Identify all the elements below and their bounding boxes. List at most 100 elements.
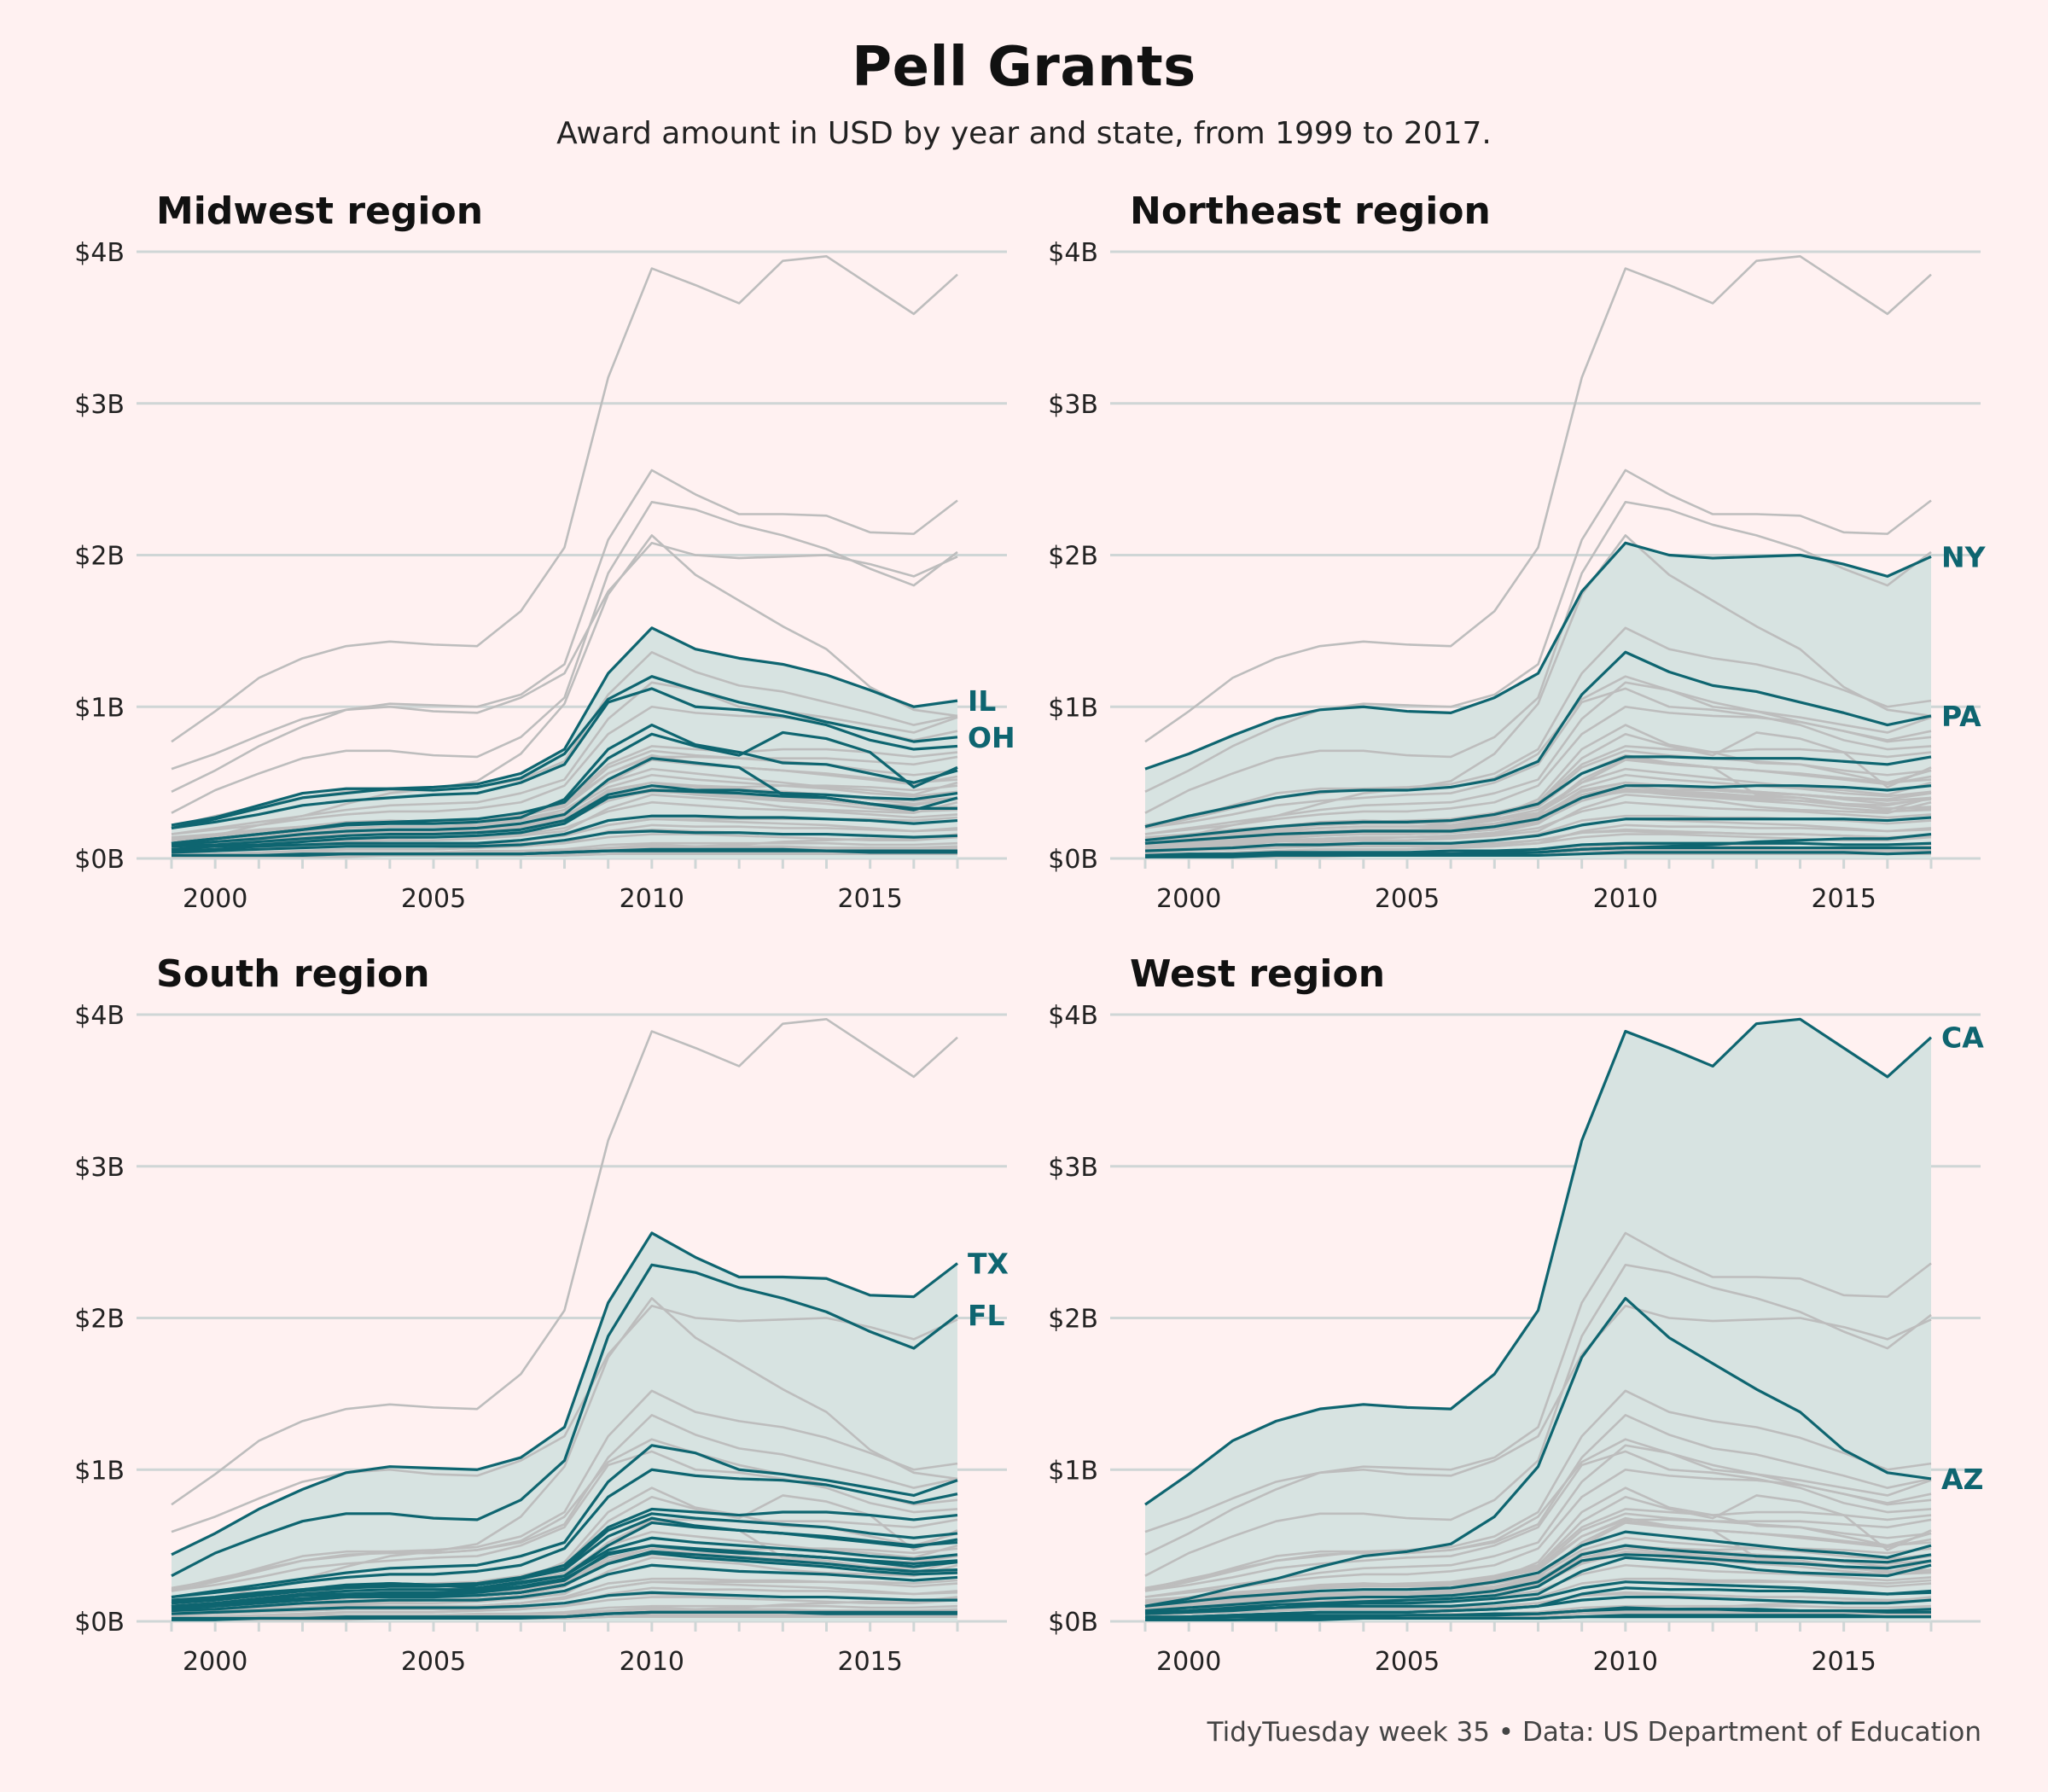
series-line-ks bbox=[171, 814, 958, 852]
y-tick-label: $0B bbox=[1048, 1608, 1098, 1638]
x-tick-label: 2010 bbox=[620, 884, 684, 914]
series-line-ok-background bbox=[1144, 788, 1932, 848]
series-line-in bbox=[171, 730, 958, 845]
series-line-in-background bbox=[1144, 1494, 1932, 1608]
chart-title: Pell Grants bbox=[852, 36, 1196, 99]
series-line-ar-background bbox=[1144, 1563, 1932, 1612]
series-line-fl-background bbox=[1144, 1263, 1932, 1577]
series-line-tx-background bbox=[171, 468, 958, 793]
chart-subtitle: Award amount in USD by year and state, f… bbox=[556, 116, 1492, 151]
panel-title: Northeast region bbox=[1130, 189, 1491, 233]
series-line-nc-background bbox=[1144, 1468, 1932, 1598]
series-line-il-background bbox=[1144, 1389, 1932, 1590]
series-line-ne bbox=[171, 829, 958, 854]
series-line-sc bbox=[171, 1536, 958, 1608]
x-tick-label: 2005 bbox=[401, 1647, 466, 1677]
series-label-fl: FL bbox=[968, 1299, 1005, 1332]
series-line-il-background bbox=[171, 1389, 958, 1590]
series-line-ca-background bbox=[1144, 255, 1932, 743]
series-line-vt bbox=[1145, 851, 1932, 858]
x-tick-label: 2000 bbox=[183, 884, 247, 914]
series-line-oh bbox=[171, 675, 958, 830]
x-tick-label: 2015 bbox=[1811, 884, 1876, 914]
y-tick-label: $1B bbox=[1048, 1456, 1098, 1486]
panel-title: Midwest region bbox=[156, 189, 483, 233]
y-tick-label: $1B bbox=[74, 1456, 125, 1486]
series-line-me bbox=[1144, 841, 1932, 858]
series-line-pa bbox=[1144, 650, 1932, 829]
series-line-ct bbox=[1144, 816, 1932, 852]
series-line-ma bbox=[1144, 784, 1932, 845]
series-line-nm-background bbox=[171, 1580, 958, 1615]
series-line-al bbox=[171, 1516, 958, 1603]
series-line-ar bbox=[171, 1563, 958, 1613]
series-line-ri bbox=[1145, 846, 1931, 858]
x-tick-label: 2015 bbox=[837, 1647, 902, 1677]
series-label-oh: OH bbox=[968, 721, 1015, 754]
series-line-tx-background bbox=[1144, 468, 1932, 793]
series-line-ia-background bbox=[171, 1551, 957, 1614]
series-line-mi-background bbox=[1144, 687, 1932, 829]
x-tick-label: 2015 bbox=[837, 884, 902, 914]
y-tick-label: $0B bbox=[74, 845, 125, 875]
x-tick-label: 2000 bbox=[1156, 1647, 1221, 1677]
series-line-ak-background bbox=[172, 852, 957, 858]
y-tick-label: $4B bbox=[1048, 238, 1098, 268]
series-line-wi bbox=[171, 784, 958, 848]
x-tick-label: 2010 bbox=[620, 1647, 684, 1677]
series-label-tx: TX bbox=[968, 1248, 1009, 1281]
y-tick-label: $4B bbox=[74, 1001, 125, 1031]
panel-title: West region bbox=[1130, 952, 1385, 996]
y-tick-label: $3B bbox=[74, 1153, 125, 1183]
chart-caption: TidyTuesday week 35 • Data: US Departmen… bbox=[1207, 1717, 1981, 1748]
series-line-ky bbox=[171, 1544, 958, 1608]
series-line-wa bbox=[1144, 1530, 1932, 1608]
y-tick-label: $2B bbox=[74, 1305, 125, 1335]
series-line-dc bbox=[172, 1610, 957, 1620]
series-line-ny bbox=[1144, 541, 1932, 771]
x-tick-label: 2010 bbox=[1593, 884, 1658, 914]
series-line-nc bbox=[171, 1468, 958, 1599]
series-line-ar-background bbox=[171, 800, 958, 849]
series-line-ca bbox=[1144, 1017, 1933, 1506]
series-line-tx-background bbox=[1144, 1231, 1932, 1556]
series-line-ga bbox=[171, 1444, 958, 1599]
series-line-ny-background bbox=[171, 541, 958, 771]
series-line-ia-background bbox=[1144, 788, 1931, 851]
series-label-az: AZ bbox=[1941, 1463, 1983, 1496]
series-line-mi-background bbox=[1144, 1450, 1932, 1592]
series-line-wv bbox=[171, 1591, 957, 1615]
series-line-al-background bbox=[1144, 1516, 1932, 1603]
series-line-tx bbox=[171, 1231, 958, 1556]
series-line-id-background bbox=[172, 1596, 958, 1618]
y-tick-label: $0B bbox=[74, 1608, 125, 1638]
x-tick-label: 2000 bbox=[1156, 884, 1221, 914]
x-tick-label: 2000 bbox=[183, 1647, 247, 1677]
series-line-ne-background bbox=[1144, 829, 1932, 854]
series-line-mt-background bbox=[171, 843, 957, 857]
region-band bbox=[172, 627, 957, 858]
panel-title: South region bbox=[156, 952, 430, 996]
panel-northeast: Northeast region $0B $1B $2B $3B $4B 2000 2005 2… bbox=[1048, 189, 1986, 914]
series-line-ak bbox=[1145, 1615, 1931, 1621]
x-tick-label: 2005 bbox=[1375, 884, 1440, 914]
series-line-ma-background bbox=[171, 1547, 958, 1608]
y-tick-label: $3B bbox=[1048, 390, 1098, 420]
x-tick-label: 2010 bbox=[1593, 1647, 1658, 1677]
y-tick-label: $1B bbox=[1048, 693, 1098, 723]
y-tick-label: $2B bbox=[74, 542, 125, 572]
series-line-ne-background bbox=[1144, 1592, 1932, 1617]
series-line-ky-background bbox=[1144, 781, 1932, 845]
y-tick-label: $2B bbox=[1048, 1305, 1098, 1335]
series-line-mi bbox=[171, 687, 958, 830]
series-line-id-background bbox=[172, 833, 958, 855]
series-line-nm bbox=[1144, 1580, 1932, 1615]
series-line-ny-background bbox=[171, 1304, 958, 1533]
y-tick-label: $0B bbox=[1048, 845, 1098, 875]
series-line-ca-background bbox=[171, 255, 958, 743]
series-line-fl-background bbox=[1144, 500, 1932, 814]
y-tick-label: $4B bbox=[1048, 1001, 1098, 1031]
y-tick-label: $3B bbox=[74, 390, 125, 420]
series-line-az bbox=[1144, 1296, 1932, 1608]
